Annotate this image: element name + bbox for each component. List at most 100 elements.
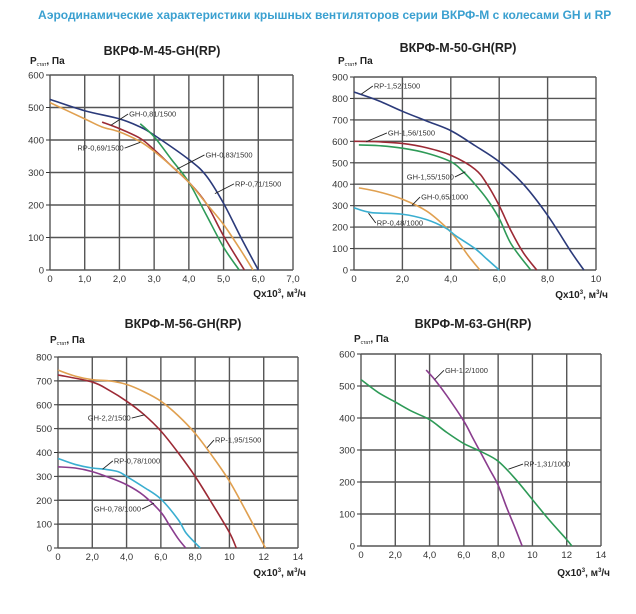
- x-label-sup: 3: [580, 290, 584, 296]
- x-label-sup: 3: [582, 568, 586, 574]
- annotation-leader: [102, 460, 114, 470]
- x-label-unit: , м: [585, 568, 598, 579]
- x-tick-label: 2,0: [396, 274, 409, 285]
- series-line: [139, 123, 240, 271]
- y-tick-label: 200: [28, 201, 44, 212]
- x-tick-label: 2,0: [86, 552, 99, 563]
- x-tick-label: 4,0: [423, 550, 436, 561]
- x-label-tail: /ч: [601, 568, 610, 579]
- x-tick-label: 8,0: [492, 550, 505, 561]
- y-tick-label: 400: [36, 448, 52, 459]
- x-label-tail: /ч: [599, 290, 608, 301]
- y-label-unit: , Па: [370, 334, 389, 345]
- annotation-leader: [411, 196, 421, 206]
- annotation-leader: [176, 154, 205, 170]
- chart-title: ВКРФ-М-50-GH(RP): [400, 41, 517, 55]
- x-axis-label: Qx103, м3/ч: [555, 290, 608, 301]
- x-tick-label: 1,0: [78, 274, 91, 285]
- y-tick-label: 500: [332, 158, 348, 169]
- y-axis-label: Pстат, Па: [338, 56, 373, 68]
- y-axis-label: Pстат, Па: [50, 335, 85, 347]
- y-tick-label: 800: [36, 353, 52, 364]
- x-label-sup2: 3: [294, 568, 298, 574]
- y-tick-label: 500: [36, 424, 52, 435]
- y-tick-label: 100: [339, 510, 355, 521]
- series-line: [353, 140, 538, 271]
- annotation-leader: [206, 439, 215, 449]
- y-label-main: P: [50, 335, 57, 346]
- series-line: [353, 91, 585, 271]
- series-label: RP-1,52/1500: [374, 82, 420, 91]
- x-tick-label: 8,0: [189, 552, 202, 563]
- x-label-unit: , м: [281, 289, 294, 300]
- series-line: [57, 466, 187, 549]
- x-label-sup2: 3: [598, 568, 602, 574]
- y-tick-label: 600: [339, 350, 355, 361]
- x-label-tail: /ч: [297, 568, 306, 579]
- y-tick-label: 300: [332, 201, 348, 212]
- x-label-unit: , м: [583, 290, 596, 301]
- annotation-leader: [214, 183, 235, 195]
- y-tick-label: 200: [339, 478, 355, 489]
- series-label: RP-0,71/1500: [235, 179, 281, 188]
- x-tick-label: 6,0: [493, 274, 506, 285]
- y-label-unit: , Па: [354, 56, 373, 67]
- series-label: GH-0,83/1500: [205, 150, 252, 159]
- x-tick-label: 4,0: [182, 274, 195, 285]
- chart-title: ВКРФ-М-56-GH(RP): [125, 317, 242, 331]
- y-label-sub: стат: [37, 62, 47, 68]
- x-tick-label: 7,0: [286, 274, 299, 285]
- x-label-main: Qx10: [253, 568, 278, 579]
- y-label-unit: , Па: [46, 56, 65, 67]
- series-label: RP-0,48/1000: [377, 219, 423, 228]
- x-tick-label: 2,0: [389, 550, 402, 561]
- x-tick-label: 10: [527, 550, 538, 561]
- x-tick-label: 12: [561, 550, 572, 561]
- x-tick-label: 14: [596, 550, 607, 561]
- y-label-sub: стат: [361, 340, 371, 346]
- series-line: [57, 457, 201, 549]
- y-tick-label: 0: [343, 266, 348, 277]
- series-line: [425, 369, 523, 547]
- y-label-unit: , Па: [66, 335, 85, 346]
- y-axis-label: Pстат, Па: [354, 334, 389, 346]
- chart-title: ВКРФ-М-45-GH(RP): [104, 44, 221, 58]
- series-label: GH-0,81/1500: [129, 110, 176, 119]
- x-axis-label: Qx103, м3/ч: [253, 568, 306, 579]
- x-tick-label: 8,0: [541, 274, 554, 285]
- series-label: GH-0,65/1000: [421, 193, 468, 202]
- y-tick-label: 600: [28, 71, 44, 82]
- x-tick-label: 12: [258, 552, 269, 563]
- x-tick-label: 5,0: [217, 274, 230, 285]
- x-axis-label: Qx103, м3/ч: [557, 568, 610, 579]
- x-label-main: Qx10: [555, 290, 580, 301]
- annotation-leader: [141, 502, 155, 510]
- series-label: RP-0,78/1000: [114, 456, 160, 465]
- y-tick-label: 500: [339, 382, 355, 393]
- x-label-main: Qx10: [253, 289, 278, 300]
- series-line: [49, 101, 254, 271]
- y-tick-label: 500: [28, 103, 44, 114]
- annotation-leader: [131, 414, 145, 419]
- x-label-unit: , м: [281, 568, 294, 579]
- series-label: GH-1,56/1500: [388, 128, 435, 137]
- y-label-sub: стат: [57, 341, 67, 347]
- annotation-leader: [508, 463, 524, 470]
- series-label: RP-0,69/1500: [77, 144, 123, 153]
- x-tick-label: 6,0: [252, 274, 265, 285]
- x-label-main: Qx10: [557, 568, 582, 579]
- annotation-leader: [434, 370, 445, 380]
- y-tick-label: 100: [36, 520, 52, 531]
- x-label-sup: 3: [278, 568, 282, 574]
- y-tick-label: 600: [36, 400, 52, 411]
- y-label-main: P: [338, 56, 345, 67]
- annotation-leader: [368, 212, 377, 224]
- series-line: [57, 369, 267, 549]
- series-label: GH-1,2/1000: [445, 366, 488, 375]
- x-tick-label: 2,0: [113, 274, 126, 285]
- y-tick-label: 700: [332, 115, 348, 126]
- chart-2: ВКРФ-М-50-GH(RP) Pстат, Па Qx103, м3/ч 0 2,0…: [332, 41, 608, 301]
